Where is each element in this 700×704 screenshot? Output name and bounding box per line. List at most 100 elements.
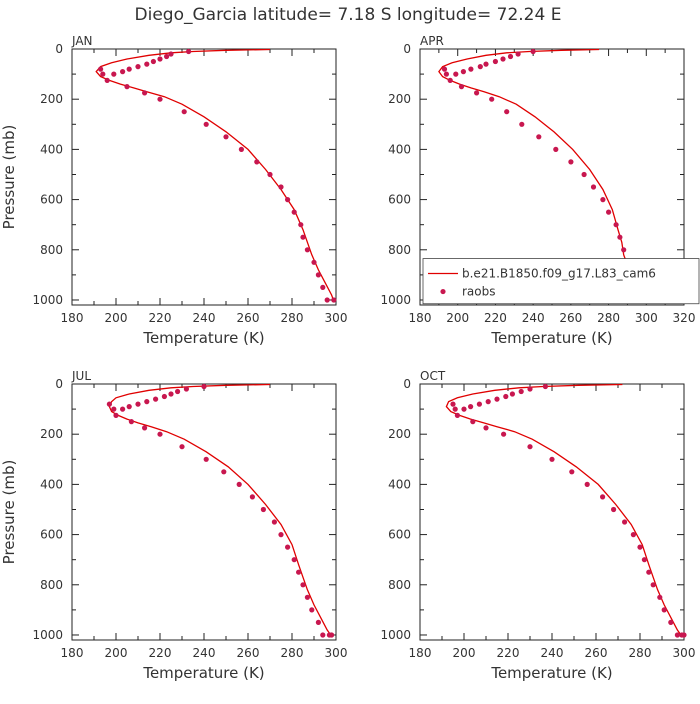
raob-point — [98, 66, 104, 72]
y-tick-label: 600 — [388, 193, 411, 207]
plot-frame-jan — [71, 48, 337, 306]
y-tick-label: 200 — [40, 92, 63, 106]
y-axis-label: Pressure (mb) — [0, 460, 18, 565]
y-tick-label: 1000 — [380, 293, 411, 307]
raob-point — [142, 425, 148, 431]
raob-point — [617, 234, 623, 240]
x-axis-label: Temperature (K) — [490, 329, 612, 347]
raob-point — [331, 297, 337, 303]
y-tick-label: 1000 — [380, 628, 411, 642]
raob-point — [458, 84, 465, 90]
x-tick-label: 280 — [281, 311, 304, 325]
y-tick-label: 600 — [40, 193, 63, 207]
y-tick-label: 400 — [40, 477, 63, 491]
raob-point — [668, 619, 674, 626]
raob-point — [468, 404, 474, 410]
raob-point — [291, 209, 297, 215]
x-tick-label: 240 — [193, 646, 216, 660]
x-tick-label: 200 — [105, 311, 128, 325]
raob-point — [501, 431, 507, 437]
x-tick-label: 200 — [105, 646, 128, 660]
raob-point — [515, 51, 521, 57]
raob-point — [584, 481, 590, 487]
legend-point-swatch — [440, 288, 446, 295]
x-tick-label: 260 — [237, 646, 260, 660]
raob-point — [311, 259, 317, 265]
raob-point — [278, 184, 284, 190]
x-tick-label: 280 — [281, 646, 304, 660]
raob-point — [483, 425, 489, 431]
panel-label-jan: JAN — [71, 34, 93, 48]
raob-point — [320, 284, 326, 290]
raob-point — [549, 456, 555, 462]
raob-point — [291, 557, 297, 563]
x-tick-label: 260 — [237, 311, 260, 325]
raob-point — [454, 412, 460, 418]
raob-point — [181, 109, 187, 115]
x-tick-label: 180 — [409, 646, 432, 660]
y-tick-label: 200 — [40, 427, 63, 441]
raob-point — [320, 632, 326, 638]
plot-frame-oct — [419, 383, 685, 641]
x-tick-label: 180 — [409, 311, 432, 325]
raob-point — [144, 399, 150, 405]
x-tick-label: 220 — [149, 311, 172, 325]
y-tick-label: 0 — [403, 42, 411, 56]
raob-point — [461, 406, 467, 412]
raob-point — [641, 557, 648, 563]
raob-point — [503, 393, 509, 400]
raob-point — [203, 456, 209, 462]
raob-point — [661, 607, 667, 613]
figure-title: Diego_Garcia latitude= 7.18 S longitude=… — [135, 5, 562, 25]
y-tick-label: 0 — [55, 42, 63, 56]
raob-point — [271, 519, 277, 525]
raob-point — [494, 396, 500, 402]
y-tick-label: 800 — [388, 578, 411, 592]
x-tick-label: 220 — [497, 646, 520, 660]
y-tick-label: 200 — [388, 92, 411, 106]
raob-point — [126, 66, 132, 72]
raob-point — [460, 69, 466, 75]
model-profile-line — [445, 383, 683, 637]
x-tick-label: 300 — [325, 646, 348, 660]
raob-point — [485, 399, 491, 405]
panel-oct: OCT 180 200 220 240 260 280 300 0 200 400 600 800 100… — [380, 369, 695, 682]
raob-point — [124, 84, 130, 90]
panel-apr: APR 180 200 220 240 260 280 300 320 0 200 400 600 800… — [380, 34, 700, 347]
raob-point — [144, 61, 150, 67]
raob-point — [315, 272, 321, 278]
raob-point — [267, 171, 273, 178]
x-tick-label: 300 — [635, 311, 658, 325]
raob-point — [637, 544, 643, 550]
raob-point — [504, 109, 510, 115]
raob-point — [452, 406, 458, 412]
panel-jan: JAN 180 200 220 240 260 280 300 0 200 400 600 800 100… — [0, 34, 347, 347]
raob-point — [553, 146, 559, 152]
raob-point — [621, 247, 627, 253]
raob-point — [249, 494, 255, 500]
raob-point — [142, 90, 148, 96]
raob-point — [568, 159, 574, 165]
raob-point — [278, 532, 284, 538]
raob-point — [236, 481, 242, 487]
plot-frame-jul — [71, 383, 337, 641]
raob-point — [507, 53, 514, 60]
raob-point — [223, 134, 229, 140]
y-tick-label: 600 — [40, 528, 63, 542]
raob-point — [304, 247, 310, 253]
x-axis-label: Temperature (K) — [142, 664, 264, 682]
raob-point — [150, 58, 156, 65]
raob-point — [135, 401, 141, 407]
raob-point — [309, 607, 315, 613]
raob-point — [238, 146, 244, 152]
raob-point — [324, 297, 330, 303]
raob-point — [183, 386, 189, 392]
legend-box — [422, 258, 700, 305]
raob-point — [164, 53, 170, 60]
y-tick-label: 0 — [55, 377, 63, 391]
raob-point — [120, 69, 126, 75]
raob-point — [285, 197, 291, 203]
y-tick-label: 0 — [403, 377, 411, 391]
x-tick-label: 260 — [585, 646, 608, 660]
raob-point — [296, 569, 302, 575]
